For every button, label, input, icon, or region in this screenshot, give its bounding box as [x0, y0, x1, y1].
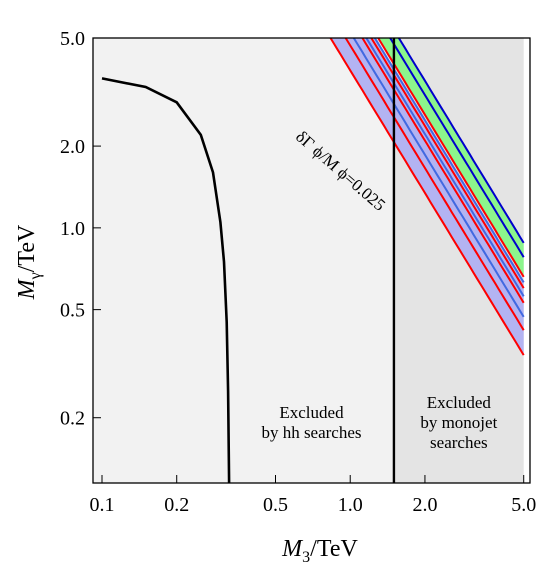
y-tick-label-0: 0.2 — [60, 408, 85, 430]
series-line-0 — [329, 38, 525, 356]
series-line-6 — [373, 38, 525, 283]
x-tick-label-2: 0.5 — [263, 494, 288, 516]
excluded-region-0 — [93, 38, 394, 483]
series-line-5 — [370, 38, 525, 289]
x-axis-title: M3/TeV — [281, 536, 358, 566]
series-line-1 — [344, 38, 525, 331]
series-line-8 — [388, 38, 525, 258]
series-line-2 — [352, 38, 525, 318]
contour-lines — [329, 38, 525, 356]
series-line-4 — [365, 38, 525, 297]
x-tick-label-1: 0.2 — [164, 494, 189, 516]
y-tick-label-4: 5.0 — [60, 28, 85, 50]
hh-boundary-curve — [101, 77, 231, 483]
x-axis-ticks: 0.1 0.2 0.5 1.0 2.0 5.0 — [89, 475, 536, 516]
series-line-3 — [361, 38, 525, 304]
x-tick-label-4: 2.0 — [412, 494, 437, 516]
region-label-1-1: by monojet — [420, 413, 497, 432]
series-line-7 — [377, 38, 525, 278]
series-line-9 — [397, 38, 525, 244]
x-tick-label-0: 0.1 — [89, 494, 114, 516]
y-tick-label-2: 1.0 — [60, 218, 85, 240]
y-tick-label-3: 2.0 — [60, 136, 85, 158]
region-label-0-0: Excluded — [279, 403, 344, 422]
region-label-1-2: searches — [430, 433, 488, 452]
plot-frame — [92, 37, 531, 484]
x-tick-label-3: 1.0 — [338, 494, 363, 516]
region-label-1-0: Excluded — [427, 393, 492, 412]
hh-boundary — [101, 38, 396, 483]
y-axis-title: Mγ/TeV — [14, 224, 44, 300]
y-axis-ticks: 0.2 0.5 1.0 2.0 5.0 — [60, 28, 101, 430]
x-tick-label-5: 5.0 — [511, 494, 536, 516]
y-tick-label-1: 0.5 — [60, 300, 85, 322]
region-label-0-1: by hh searches — [261, 423, 361, 442]
